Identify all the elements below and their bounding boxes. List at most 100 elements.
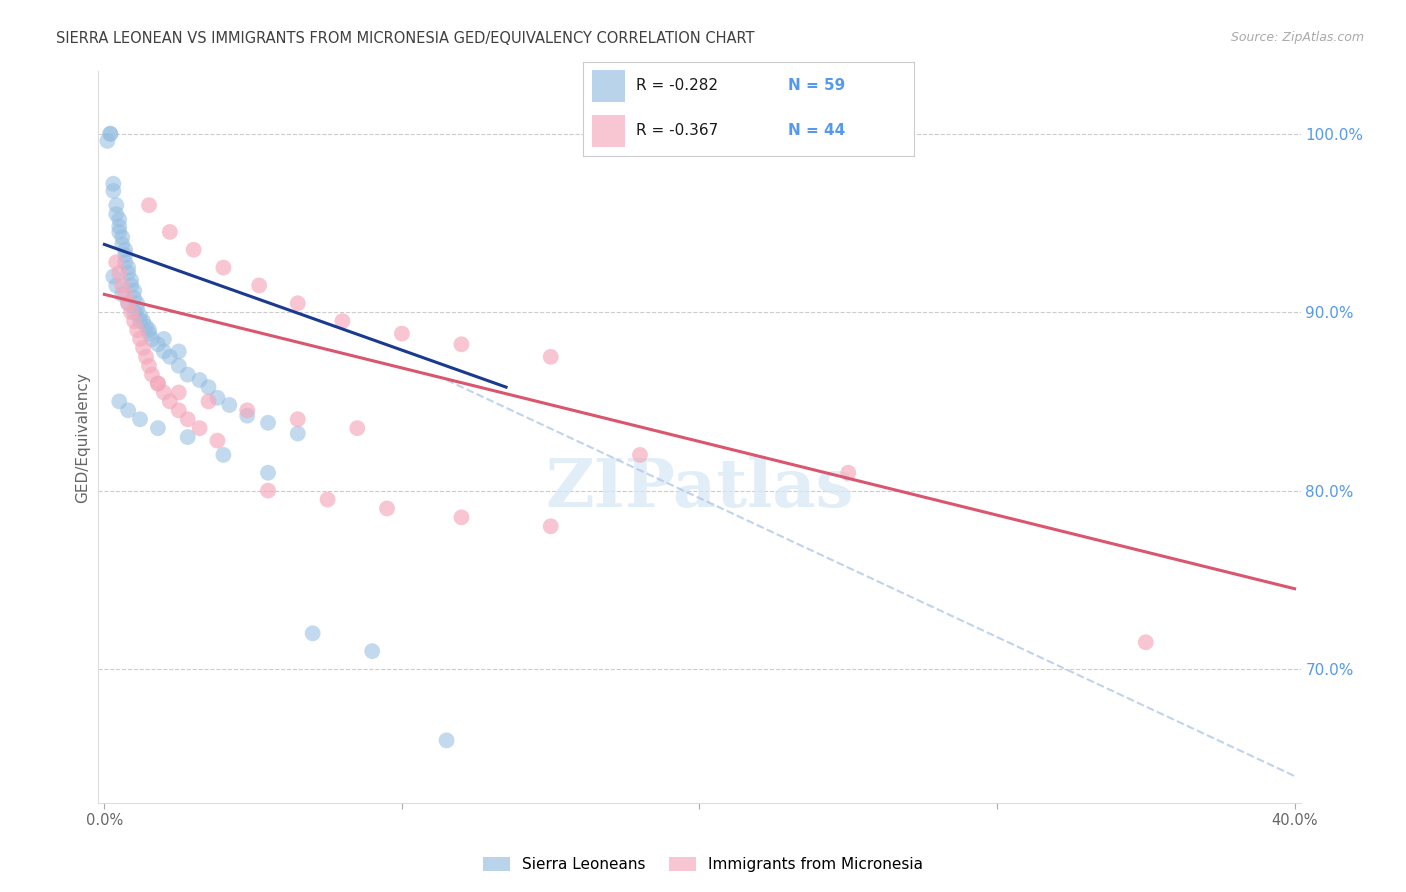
Y-axis label: GED/Equivalency: GED/Equivalency (75, 372, 90, 502)
Point (257, 483, 280, 498)
Point (247, 278, 270, 293)
Point (837, 466, 859, 480)
Text: ZIPatlas: ZIPatlas (546, 456, 853, 521)
Point (108, 212, 131, 227)
Point (332, 314, 354, 328)
Point (153, 344, 176, 359)
Legend: Sierra Leoneans, Immigrants from Micronesia: Sierra Leoneans, Immigrants from Microne… (475, 849, 931, 880)
Point (146, 376, 169, 391)
Point (361, 644, 384, 658)
Point (146, 376, 169, 391)
Point (117, 260, 139, 275)
Text: Source: ZipAtlas.com: Source: ZipAtlas.com (1230, 31, 1364, 45)
Point (111, 237, 134, 252)
Point (257, 466, 280, 480)
Point (159, 394, 181, 409)
Point (183, 243, 205, 257)
Point (375, 501, 398, 516)
Point (188, 373, 211, 387)
Point (628, 448, 651, 462)
Point (117, 266, 139, 280)
Point (117, 296, 139, 310)
Point (129, 309, 152, 323)
Point (108, 219, 131, 234)
FancyBboxPatch shape (592, 70, 624, 102)
Point (287, 426, 309, 441)
Point (138, 323, 160, 337)
Point (111, 278, 134, 293)
Point (212, 260, 235, 275)
Point (108, 266, 131, 280)
Point (135, 350, 157, 364)
Point (167, 344, 190, 359)
Point (108, 394, 131, 409)
Point (236, 403, 259, 417)
Point (212, 448, 235, 462)
Point (176, 412, 198, 426)
Point (167, 385, 190, 400)
Text: R = -0.282: R = -0.282 (637, 78, 718, 94)
Point (127, 323, 149, 337)
Point (146, 337, 169, 351)
Point (103, 184, 125, 198)
Point (346, 421, 368, 435)
Point (114, 287, 136, 301)
Point (540, 519, 562, 533)
Point (120, 305, 142, 319)
Point (117, 296, 139, 310)
Point (301, 626, 323, 640)
Point (218, 398, 240, 412)
Point (236, 409, 259, 423)
Point (540, 350, 562, 364)
Point (105, 207, 128, 221)
Point (132, 341, 155, 355)
Point (98, 127, 121, 141)
Point (122, 291, 145, 305)
Point (1135, 635, 1157, 649)
Point (103, 177, 125, 191)
Point (117, 403, 139, 417)
Point (287, 412, 309, 426)
Point (197, 380, 219, 394)
Point (188, 421, 211, 435)
Point (108, 225, 131, 239)
Point (96, 134, 118, 148)
Point (153, 385, 176, 400)
Point (197, 394, 219, 409)
Text: SIERRA LEONEAN VS IMMIGRANTS FROM MICRONESIA GED/EQUIVALENCY CORRELATION CHART: SIERRA LEONEAN VS IMMIGRANTS FROM MICRON… (56, 31, 755, 46)
Text: R = -0.367: R = -0.367 (637, 123, 718, 138)
Point (127, 301, 149, 316)
Point (129, 412, 152, 426)
Point (316, 492, 339, 507)
Point (98, 127, 121, 141)
Point (176, 368, 198, 382)
Point (122, 284, 145, 298)
Point (450, 510, 472, 524)
Point (138, 198, 160, 212)
Point (141, 368, 163, 382)
Point (391, 326, 413, 341)
Point (176, 430, 198, 444)
Point (135, 319, 157, 334)
Point (103, 269, 125, 284)
Point (159, 350, 181, 364)
Point (120, 278, 142, 293)
Point (114, 255, 136, 269)
Point (450, 337, 472, 351)
Point (257, 416, 280, 430)
Point (138, 326, 160, 341)
Point (105, 198, 128, 212)
Point (122, 314, 145, 328)
Point (153, 332, 176, 346)
Point (105, 278, 128, 293)
Point (141, 332, 163, 346)
Point (114, 248, 136, 262)
Point (122, 305, 145, 319)
Point (207, 391, 229, 405)
Point (127, 296, 149, 310)
Text: N = 44: N = 44 (789, 123, 845, 138)
Point (132, 314, 155, 328)
Point (167, 403, 190, 417)
Point (120, 273, 142, 287)
Point (114, 243, 136, 257)
